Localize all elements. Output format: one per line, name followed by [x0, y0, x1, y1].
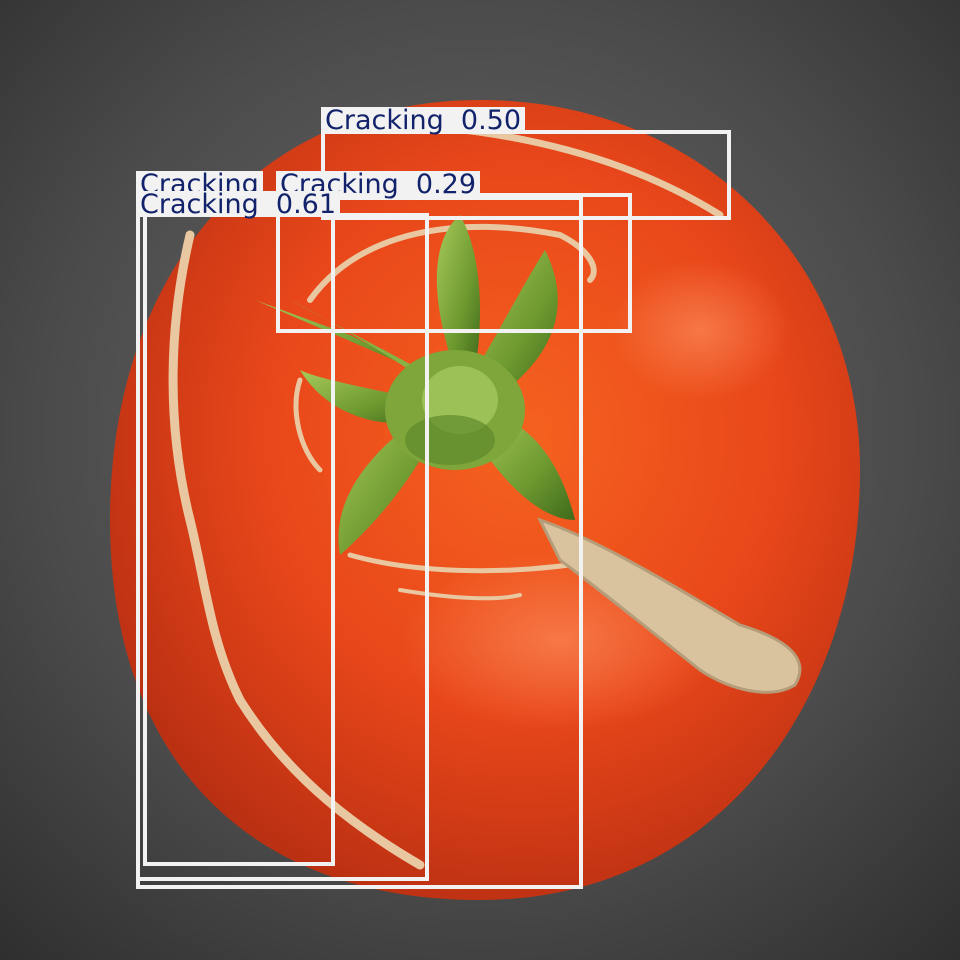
detection-label: Cracking 0.61 [136, 189, 341, 220]
crack-wound [537, 517, 802, 694]
class-name: Cracking [140, 189, 259, 220]
detection-box [143, 208, 335, 866]
confidence: 0.61 [275, 189, 337, 220]
class-name: Cracking [325, 105, 444, 136]
detection-label: Cracking 0.50 [321, 105, 526, 136]
confidence: 0.29 [415, 169, 477, 200]
confidence: 0.50 [460, 105, 522, 136]
tomato-highlight [610, 260, 790, 400]
calyx [255, 215, 575, 555]
